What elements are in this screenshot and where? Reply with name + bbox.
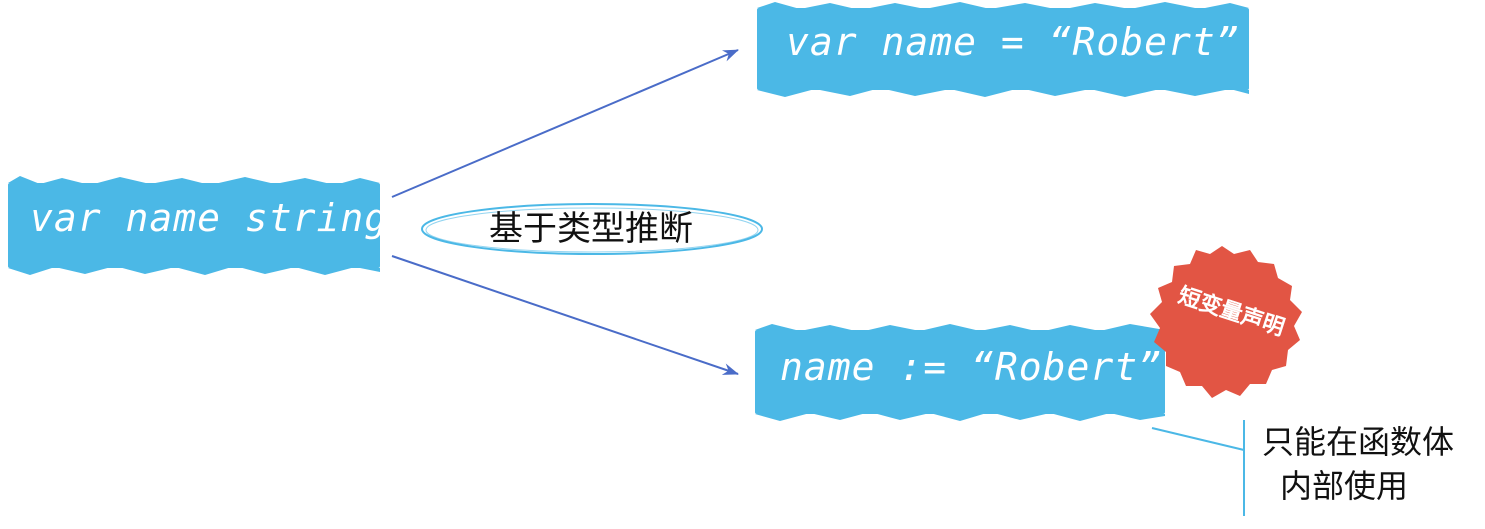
scope-note-line-1: 只能在函数体 [1262,423,1455,461]
arrow-to-bottom [391,255,739,375]
type-inference-label: 基于类型推断 [489,209,693,249]
scope-note-line-2: 内部使用 [1280,467,1409,505]
scope-note: 只能在函数体 内部使用 [1262,420,1472,508]
bottom-code-label: name := “Robert” [780,345,1163,389]
top-code-label: var name = “Robert” [786,20,1240,64]
source-box [8,176,380,275]
bottom-target-box [755,324,1165,421]
top-target-box [757,2,1249,97]
oval-outline-inner [425,207,759,253]
source-code-label: var name string [30,196,389,240]
badge-shape [1150,246,1302,398]
oval-outline [421,203,763,255]
arrow-to-top [391,49,739,198]
note-bracket [1151,427,1245,451]
